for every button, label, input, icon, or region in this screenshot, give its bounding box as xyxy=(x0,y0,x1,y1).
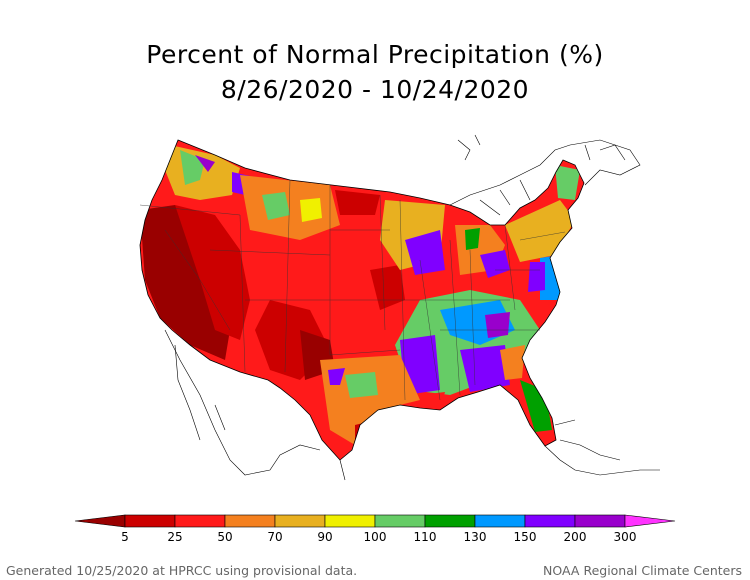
legend-swatch-2 xyxy=(174,514,226,528)
legend-tick-label: 200 xyxy=(563,530,587,544)
legend-swatch-8 xyxy=(474,514,526,528)
legend-tick-label: 50 xyxy=(217,530,233,544)
legend-swatch-6 xyxy=(374,514,426,528)
source-credit: NOAA Regional Climate Centers xyxy=(543,563,742,578)
legend-tick-label: 90 xyxy=(317,530,333,544)
legend-tick-label: 70 xyxy=(267,530,283,544)
generated-note: Generated 10/25/2020 at HPRCC using prov… xyxy=(6,563,358,578)
legend-swatch-11 xyxy=(624,514,676,528)
legend-tick-label: 5 xyxy=(121,530,129,544)
legend-swatch-3 xyxy=(224,514,276,528)
legend-swatch-5 xyxy=(324,514,376,528)
legend-swatch-0 xyxy=(74,514,126,528)
legend-swatch-7 xyxy=(424,514,476,528)
state-borders xyxy=(139,179,566,401)
legend-tick-label: 100 xyxy=(363,530,387,544)
map-title: Percent of Normal Precipitation (%) xyxy=(146,40,604,69)
legend-swatch-4 xyxy=(274,514,326,528)
legend-tick-label: 25 xyxy=(167,530,183,544)
conus-outline xyxy=(139,139,585,461)
neighbor-outlines xyxy=(164,134,660,481)
date-range-subtitle: 8/26/2020 - 10/24/2020 xyxy=(220,75,530,104)
legend-tick-label: 300 xyxy=(613,530,637,544)
legend-swatch-1 xyxy=(124,514,176,528)
legend-tick-label: 110 xyxy=(413,530,437,544)
legend-swatch-9 xyxy=(524,514,576,528)
legend-tick-label: 150 xyxy=(513,530,537,544)
legend-swatch-10 xyxy=(574,514,626,528)
legend-tick-label: 130 xyxy=(463,530,487,544)
